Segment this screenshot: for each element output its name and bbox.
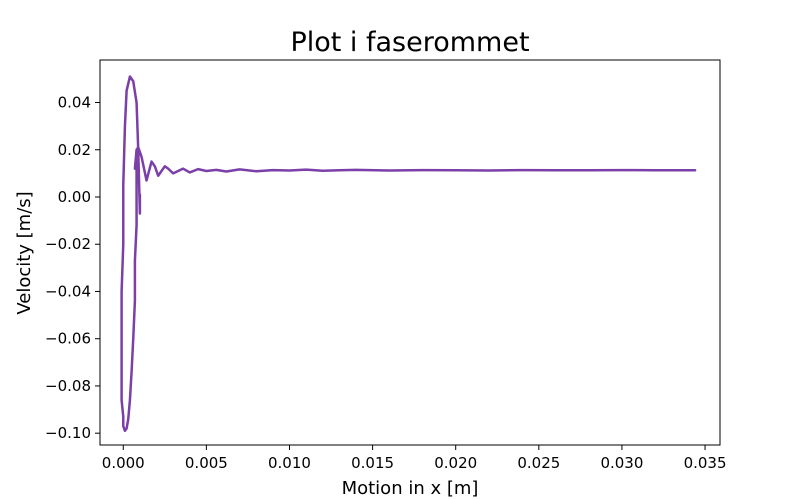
x-tick-label: 0.035 [684, 454, 727, 472]
series-line-0 [120, 75, 697, 433]
y-tick-label: −0.10 [45, 424, 91, 442]
x-tick-label: 0.020 [434, 454, 477, 472]
y-tick-label: 0.00 [58, 188, 91, 206]
x-axis-ticks: 0.000 0.005 0.010 0.015 0.020 0.025 0.030 0.035 [102, 445, 727, 472]
y-tick-label: −0.04 [45, 282, 91, 300]
y-tick-label: 0.02 [58, 141, 91, 159]
y-tick-label: 0.04 [58, 94, 91, 112]
y-tick-label: −0.06 [45, 330, 91, 348]
x-tick-label: 0.005 [185, 454, 228, 472]
chart-title: Plot i faserommet [290, 27, 529, 58]
y-axis-label: Velocity [m/s] [14, 191, 35, 314]
x-tick-label: 0.000 [102, 454, 145, 472]
y-tick-label: −0.08 [45, 377, 91, 395]
x-tick-label: 0.010 [268, 454, 311, 472]
x-tick-label: 0.025 [517, 454, 560, 472]
y-tick-label: −0.02 [45, 235, 91, 253]
x-axis-label: Motion in x [m] [342, 478, 479, 499]
plot-frame [99, 59, 721, 446]
y-axis-ticks: −0.10 −0.08 −0.06 −0.04 −0.02 0.00 0.02 0.04 [45, 94, 100, 442]
x-tick-label: 0.015 [351, 454, 394, 472]
x-tick-label: 0.030 [600, 454, 643, 472]
plot-area [99, 59, 721, 446]
